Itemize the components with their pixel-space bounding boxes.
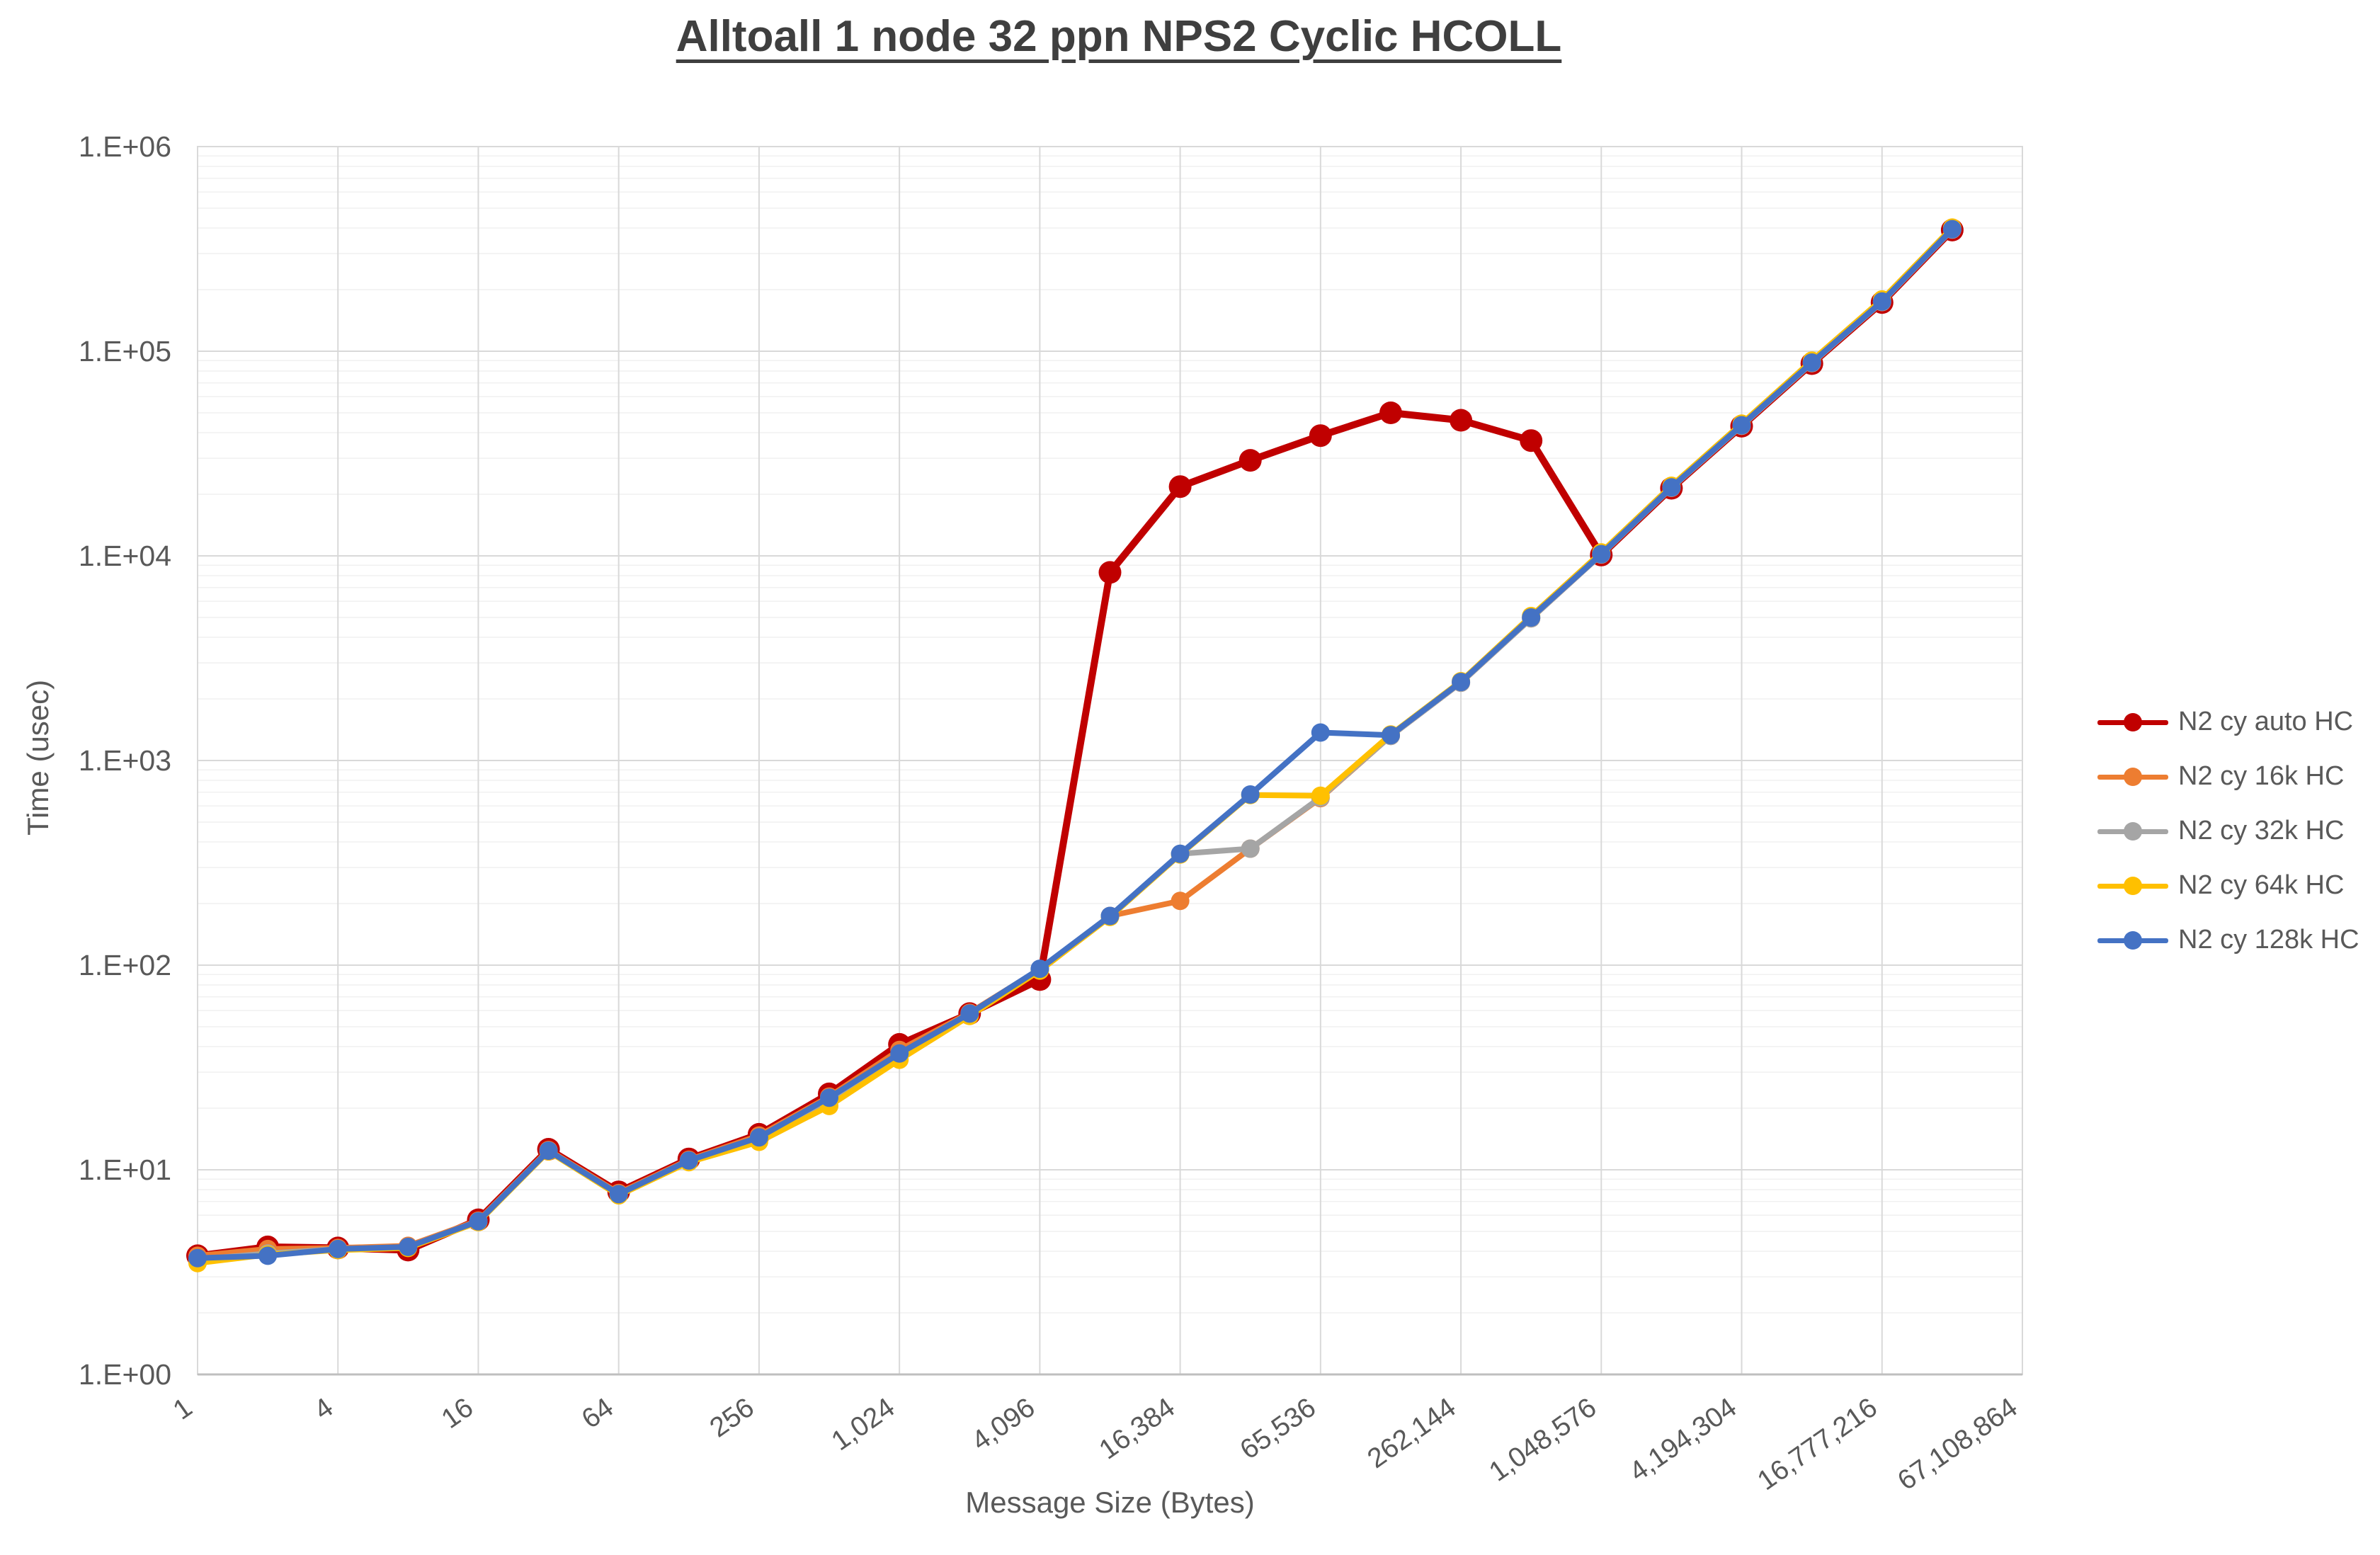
- series-marker-n2-cy-128k-hc: [960, 1004, 979, 1023]
- y-tick-label-1.E+02: 1.E+02: [78, 949, 171, 981]
- series-marker-n2-cy-128k-hc: [820, 1088, 838, 1107]
- y-tick-label-1.E+00: 1.E+00: [78, 1358, 171, 1391]
- legend-label: N2 cy 16k HC: [2178, 761, 2345, 791]
- legend-label: N2 cy 128k HC: [2178, 925, 2359, 955]
- legend-item-n2-cy-16k-hc: N2 cy 16k HC: [2097, 749, 2359, 804]
- legend-item-n2-cy-auto-hc: N2 cy auto HC: [2097, 695, 2359, 749]
- series-marker-n2-cy-128k-hc: [1592, 545, 1611, 564]
- series-marker-n2-cy-auto-hc: [1520, 429, 1543, 452]
- legend-line-marker-icon: [2097, 930, 2168, 950]
- legend-item-n2-cy-32k-hc: N2 cy 32k HC: [2097, 804, 2359, 858]
- series-marker-n2-cy-128k-hc: [609, 1185, 628, 1204]
- legend-line-marker-icon: [2097, 876, 2168, 896]
- series-marker-n2-cy-128k-hc: [890, 1044, 909, 1063]
- series-marker-n2-cy-auto-hc: [1239, 449, 1262, 472]
- series-marker-n2-cy-128k-hc: [188, 1248, 207, 1268]
- series-marker-n2-cy-auto-hc: [1098, 561, 1122, 584]
- legend-label: N2 cy 32k HC: [2178, 816, 2345, 845]
- series-marker-n2-cy-128k-hc: [539, 1141, 558, 1160]
- legend: N2 cy auto HC N2 cy 16k HC N2 cy 32k HC N2 …: [2097, 695, 2359, 967]
- series-marker-n2-cy-64k-hc: [1311, 786, 1330, 805]
- y-tick-label-1.E+05: 1.E+05: [78, 335, 171, 368]
- series-marker-n2-cy-128k-hc: [1522, 608, 1541, 627]
- series-marker-n2-cy-128k-hc: [749, 1128, 768, 1147]
- series-marker-n2-cy-128k-hc: [258, 1246, 278, 1265]
- series-marker-n2-cy-128k-hc: [1100, 906, 1120, 925]
- series-marker-n2-cy-auto-hc: [1168, 475, 1192, 499]
- series-marker-n2-cy-128k-hc: [1030, 959, 1049, 979]
- series-marker-n2-cy-auto-hc: [1450, 409, 1473, 432]
- series-marker-n2-cy-128k-hc: [1311, 723, 1330, 742]
- series-marker-n2-cy-128k-hc: [1171, 844, 1190, 863]
- series-marker-n2-cy-128k-hc: [1732, 416, 1751, 435]
- series-marker-n2-cy-auto-hc: [1309, 424, 1332, 448]
- series-marker-n2-cy-32k-hc: [1241, 839, 1260, 858]
- chart-title: Alltoall 1 node 32 ppn NPS2 Cyclic HCOLL: [676, 12, 1562, 61]
- series-marker-n2-cy-128k-hc: [399, 1237, 418, 1256]
- series-line-n2-cy-16k-hc: [195, 227, 1955, 1259]
- series-marker-n2-cy-128k-hc: [1241, 785, 1260, 804]
- series-marker-n2-cy-128k-hc: [1662, 478, 1681, 497]
- legend-item-n2-cy-128k-hc: N2 cy 128k HC: [2097, 913, 2359, 967]
- legend-label: N2 cy auto HC: [2178, 707, 2354, 736]
- y-tick-label-1.E+06: 1.E+06: [78, 130, 171, 163]
- series-marker-n2-cy-128k-hc: [469, 1212, 488, 1231]
- y-axis-title: Time (usec): [21, 679, 55, 836]
- legend-line-marker-icon: [2097, 767, 2168, 787]
- series-marker-n2-cy-128k-hc: [1872, 292, 1891, 311]
- series-marker-n2-cy-128k-hc: [679, 1151, 698, 1170]
- legend-item-n2-cy-64k-hc: N2 cy 64k HC: [2097, 858, 2359, 913]
- series-marker-n2-cy-16k-hc: [1171, 892, 1190, 911]
- series-marker-n2-cy-128k-hc: [1802, 353, 1821, 372]
- legend-label: N2 cy 64k HC: [2178, 870, 2345, 900]
- x-axis-title: Message Size (Bytes): [965, 1486, 1255, 1519]
- y-tick-label-1.E+03: 1.E+03: [78, 744, 171, 777]
- series-line-n2-cy-32k-hc: [195, 227, 1955, 1263]
- series-marker-n2-cy-auto-hc: [1379, 401, 1402, 424]
- y-tick-label-1.E+04: 1.E+04: [78, 540, 171, 572]
- legend-line-marker-icon: [2097, 712, 2168, 732]
- series-marker-n2-cy-128k-hc: [1942, 220, 1961, 239]
- y-tick-label-1.E+01: 1.E+01: [78, 1154, 171, 1186]
- series-line-n2-cy-auto-hc: [194, 226, 1956, 1260]
- series-marker-n2-cy-128k-hc: [1452, 673, 1471, 692]
- series-line-n2-cy-128k-hc: [195, 226, 1955, 1261]
- series-marker-n2-cy-128k-hc: [329, 1239, 348, 1258]
- legend-line-marker-icon: [2097, 821, 2168, 841]
- series-marker-n2-cy-128k-hc: [1382, 726, 1400, 745]
